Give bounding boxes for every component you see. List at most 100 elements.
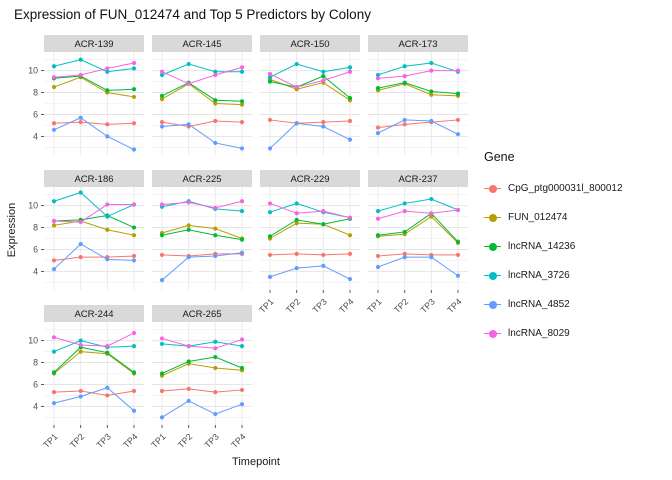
legend-label: lncRNA_8029 — [508, 328, 570, 339]
series-line-lncRNA_3726 — [377, 62, 459, 76]
series-line-lncRNA_8029 — [53, 332, 135, 347]
y-tick-label: 8 — [33, 88, 38, 98]
series-points-lncRNA_4852 — [267, 263, 353, 282]
legend-label: CpG_ptg000031l_800012 — [508, 183, 623, 194]
x-tick-label: TP2 — [176, 431, 195, 450]
series-line-lncRNA_4852 — [269, 122, 351, 149]
series-line-lncRNA_14236 — [53, 75, 135, 91]
y-tick-label: 4 — [33, 131, 38, 141]
y-tick-label: 8 — [33, 223, 38, 233]
x-tick-label: TP2 — [392, 296, 411, 315]
legend-item-lncRNA_3726: lncRNA_3726 — [484, 261, 623, 290]
facet-ACR-150: ACR-150 — [260, 35, 360, 155]
facet-strip-label: ACR-150 — [290, 39, 329, 50]
legend-label: lncRNA_14236 — [508, 241, 576, 252]
series-line-FUN_012474 — [269, 222, 351, 239]
y-tick-label: 4 — [33, 401, 38, 411]
series-points-CpG_ptg000031l_800012 — [267, 251, 353, 258]
x-tick-label: TP1 — [149, 431, 168, 450]
facet-strip-label: ACR-229 — [290, 174, 329, 185]
legend-item-lncRNA_14236: lncRNA_14236 — [484, 232, 623, 261]
series-points-CpG_ptg000031l_800012 — [159, 386, 245, 395]
series-points-lncRNA_4852 — [159, 398, 245, 420]
facet-ACR-173: ACR-173 — [368, 35, 468, 155]
series-line-lncRNA_3726 — [53, 191, 135, 218]
series-line-lncRNA_3726 — [377, 198, 459, 212]
series-line-lncRNA_4852 — [161, 252, 243, 281]
y-axis-title: Expression — [6, 202, 18, 258]
legend-key-icon — [484, 325, 501, 342]
series-points-lncRNA_3726 — [267, 61, 353, 80]
facet-strip-label: ACR-145 — [182, 39, 221, 50]
x-tick-label: TP4 — [121, 431, 140, 450]
series-line-lncRNA_4852 — [161, 123, 243, 149]
series-line-CpG_ptg000031l_800012 — [161, 388, 243, 393]
y-tick-label: 6 — [33, 109, 38, 119]
series-line-lncRNA_8029 — [377, 70, 458, 79]
series-line-lncRNA_14236 — [377, 82, 459, 95]
facet-ACR-244: ACR-244 4 6 8 10 TP1 TP2 TP3 TP4 — [28, 305, 144, 450]
series-line-lncRNA_8029 — [53, 204, 134, 223]
x-tick-label: TP4 — [445, 296, 464, 315]
series-points-lncRNA_8029 — [267, 69, 353, 90]
series-points-lncRNA_4852 — [159, 122, 245, 151]
series-line-lncRNA_14236 — [161, 356, 243, 374]
chart-title: Expression of FUN_012474 and Top 5 Predi… — [14, 7, 371, 22]
y-tick-label: 10 — [28, 336, 38, 346]
series-line-lncRNA_3726 — [53, 59, 135, 73]
series-points-CpG_ptg000031l_800012 — [51, 388, 137, 398]
series-points-lncRNA_14236 — [159, 354, 245, 376]
series-points-lncRNA_4852 — [375, 255, 461, 278]
facet-ACR-139: ACR-139 4 6 8 10 — [28, 35, 144, 155]
legend-key-icon — [484, 238, 501, 255]
series-line-lncRNA_8029 — [161, 66, 243, 85]
series-line-lncRNA_8029 — [269, 71, 351, 88]
series-points-lncRNA_3726 — [51, 57, 137, 74]
legend-label: lncRNA_4852 — [508, 299, 570, 310]
x-tick-label: TP2 — [68, 431, 87, 450]
series-points-lncRNA_4852 — [51, 241, 137, 272]
series-line-CpG_ptg000031l_800012 — [53, 121, 135, 125]
series-points-lncRNA_14236 — [267, 216, 353, 239]
facet-ACR-265: ACR-265 TP1 TP2 TP3 TP4 — [149, 305, 252, 450]
series-points-lncRNA_4852 — [51, 115, 137, 152]
x-tick-label: TP1 — [365, 296, 384, 315]
x-axis-title: Timepoint — [232, 456, 280, 468]
series-line-lncRNA_8029 — [53, 62, 135, 78]
facet-strip-label: ACR-225 — [182, 174, 221, 185]
series-line-FUN_012474 — [161, 363, 243, 377]
series-points-lncRNA_8029 — [51, 330, 137, 349]
y-tick-label: 4 — [33, 266, 38, 276]
legend-item-CpG_ptg000031l_800012: CpG_ptg000031l_800012 — [484, 174, 623, 203]
legend-key-icon — [484, 209, 501, 226]
series-line-lncRNA_14236 — [53, 214, 135, 228]
series-points-lncRNA_14236 — [159, 227, 245, 242]
series-points-lncRNA_8029 — [159, 336, 245, 351]
legend-title: Gene — [484, 150, 515, 164]
series-line-lncRNA_14236 — [377, 212, 459, 243]
legend-item-lncRNA_4852: lncRNA_4852 — [484, 290, 623, 319]
y-tick-label: 10 — [28, 66, 38, 76]
facet-strip-label: ACR-237 — [398, 174, 437, 185]
series-line-lncRNA_14236 — [53, 346, 135, 373]
facet-strip-label: ACR-173 — [398, 39, 437, 50]
series-line-CpG_ptg000031l_800012 — [161, 120, 243, 128]
series-line-lncRNA_8029 — [161, 200, 243, 209]
legend-item-lncRNA_8029: lncRNA_8029 — [484, 319, 623, 348]
x-tick-label: TP1 — [41, 431, 60, 450]
series-points-lncRNA_8029 — [375, 207, 461, 221]
facet-strip-label: ACR-244 — [74, 309, 113, 320]
facet-strip-label: ACR-186 — [74, 174, 113, 185]
series-line-CpG_ptg000031l_800012 — [53, 390, 135, 396]
series-line-lncRNA_3726 — [161, 63, 242, 76]
series-line-FUN_012474 — [53, 76, 135, 98]
series-line-FUN_012474 — [53, 220, 135, 236]
series-line-lncRNA_4852 — [53, 243, 135, 270]
facet-ACR-229: ACR-229 TP1 TP2 TP3 TP4 — [257, 170, 360, 315]
series-line-lncRNA_4852 — [53, 387, 135, 412]
facet-ACR-145: ACR-145 — [152, 35, 252, 155]
series-line-CpG_ptg000031l_800012 — [161, 253, 242, 257]
series-line-lncRNA_3726 — [269, 63, 351, 78]
legend-items: CpG_ptg000031l_800012 FUN_012474 lncRNA_14… — [484, 174, 623, 348]
facet-strip-label: ACR-265 — [182, 309, 221, 320]
